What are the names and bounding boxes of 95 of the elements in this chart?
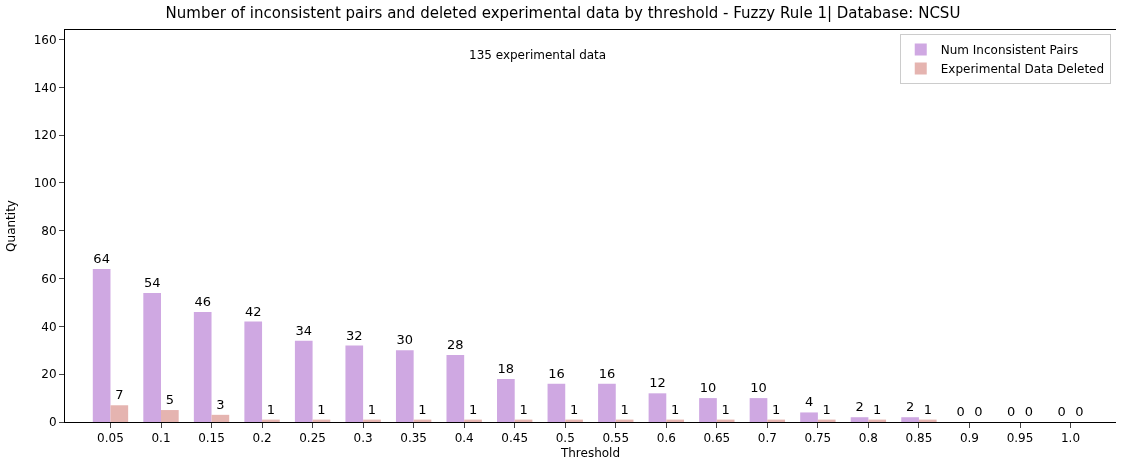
data-label: 0 [1007,404,1016,419]
x-tick-label: 0.9 [959,431,980,446]
x-tick-label: 0.55 [602,431,630,446]
data-label: 3 [216,396,225,412]
data-label: 42 [244,303,262,319]
data-label: 32 [346,327,363,343]
chart-title: Number of inconsistent pairs and deleted experimental data by threshold - Fuzzy Rule 1| Database: NCSU [165,3,961,22]
x-tick-label: 0.6 [656,431,676,446]
bar [598,383,616,422]
bar [193,312,212,422]
y-tick-label: 40 [41,319,57,334]
data-label: 0 [974,404,983,419]
data-label: 1 [670,401,680,417]
bar [92,269,111,422]
bar [294,340,313,422]
x-tick-label: 0.25 [299,431,326,446]
legend-label: Num Inconsistent Pairs [940,43,1079,58]
bar [901,417,919,422]
x-axis-title: Threshold [559,446,621,461]
x-tick-label: 0.1 [151,431,171,446]
bar [211,414,230,422]
bar [850,417,869,422]
data-label: 1 [620,401,629,417]
bar [345,345,364,422]
data-label: 7 [115,387,124,403]
data-label: 1 [923,401,932,417]
annotation: 135 experimental data [469,48,607,62]
data-label: 12 [649,375,666,391]
y-tick-label: 120 [33,128,57,143]
data-label: 1 [822,401,831,417]
data-label: 1 [569,401,579,417]
y-tick-label: 20 [41,367,57,382]
data-label: 18 [497,360,515,376]
data-label: 1 [367,401,377,417]
y-tick-label: 100 [33,176,57,191]
data-label: 54 [143,274,161,290]
y-tick-label: 0 [48,415,57,430]
data-label: 28 [447,337,464,353]
data-label: 0 [956,404,965,419]
data-label: 1 [266,401,276,417]
y-tick-label: 140 [33,80,57,95]
data-label: 16 [598,365,616,381]
y-tick-label: 80 [41,223,57,238]
bar [648,393,667,422]
x-tick-label: 0.75 [804,431,832,446]
bar [749,398,768,422]
data-label: 10 [750,380,767,396]
data-label: 1 [772,401,781,417]
x-tick-label: 0.5 [555,431,575,446]
bar [497,378,515,422]
bar [547,383,566,422]
data-label: 30 [396,332,414,348]
x-tick-label: 0.65 [703,431,731,446]
x-tick-label: 0.3 [353,431,373,446]
bar [244,321,263,422]
x-tick-label: 0.35 [400,431,428,446]
x-tick-label: 0.8 [858,431,878,446]
data-label: 1 [418,401,427,417]
bar [446,355,465,422]
data-label: 1 [721,401,730,417]
data-label: 10 [699,380,717,396]
data-label: 1 [468,401,478,417]
bar [699,398,717,422]
legend-label: Experimental Data Deleted [940,62,1105,77]
data-label: 2 [855,399,864,415]
x-tick-label: 0.45 [501,431,529,446]
data-label: 16 [548,365,565,381]
data-label: 2 [905,399,915,415]
x-tick-label: 1.0 [1060,431,1081,446]
data-label: 4 [804,394,814,410]
x-tick-label: 0.4 [454,431,474,446]
bar [800,412,818,422]
x-tick-label: 0.7 [757,431,777,446]
x-tick-label: 0.15 [198,431,225,446]
data-label: 34 [295,322,313,338]
data-label: 1 [317,401,326,417]
bar [395,350,414,422]
y-axis-title: Quantity [3,200,18,252]
data-label: 0 [1057,404,1066,419]
bar [161,410,179,422]
bar [143,292,161,422]
data-label: 5 [165,392,174,408]
data-label: 0 [1024,404,1033,419]
y-tick-label: 160 [33,32,57,47]
x-tick-label: 0.85 [905,431,933,446]
data-label: 0 [1075,404,1084,419]
data-label: 1 [873,401,882,417]
data-label: 64 [93,251,110,267]
x-tick-label: 0.2 [252,431,272,446]
y-tick-label: 60 [41,271,57,286]
bar [110,405,129,422]
data-label: 46 [194,294,211,310]
x-tick-label: 0.05 [97,431,124,446]
data-label: 1 [519,401,528,417]
x-tick-label: 0.95 [1006,431,1034,446]
